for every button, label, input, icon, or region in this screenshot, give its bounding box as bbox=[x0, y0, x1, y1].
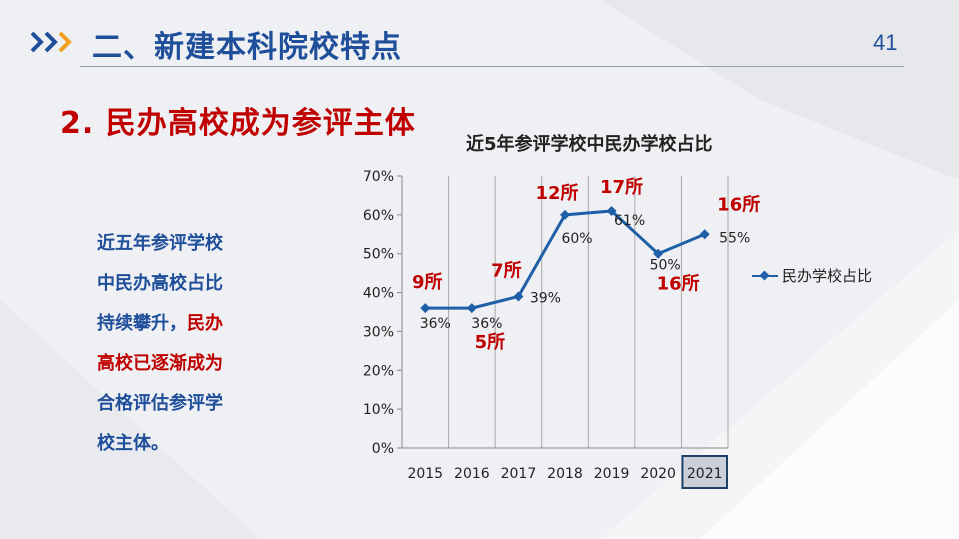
data-label: 55% bbox=[719, 230, 750, 246]
count-label: 7所 bbox=[491, 260, 522, 281]
data-label: 50% bbox=[650, 258, 681, 274]
count-label: 5所 bbox=[475, 332, 506, 353]
data-point bbox=[513, 291, 524, 302]
chevrons-icon bbox=[30, 31, 72, 53]
summary-line: 近五年参评学校 bbox=[97, 233, 223, 254]
count-label: 12所 bbox=[535, 183, 578, 204]
y-tick-label: 40% bbox=[363, 286, 394, 302]
x-tick-label: 2017 bbox=[501, 466, 537, 482]
x-tick-label: 2019 bbox=[594, 466, 630, 482]
x-tick-label: 2020 bbox=[640, 466, 676, 482]
y-tick-label: 0% bbox=[372, 441, 394, 457]
summary-line: 合格评估参评学 bbox=[97, 393, 223, 414]
summary-text-blue: 持续攀升， bbox=[97, 313, 187, 334]
summary-line: 校主体。 bbox=[97, 433, 169, 454]
section-title: 二、新建本科院校特点 bbox=[92, 30, 402, 65]
summary-text-red: 民办 bbox=[187, 313, 223, 334]
y-tick-label: 10% bbox=[363, 402, 394, 418]
count-label: 16所 bbox=[717, 194, 760, 215]
x-tick-label: 2015 bbox=[407, 466, 443, 482]
y-tick-label: 30% bbox=[363, 324, 394, 340]
x-tick-label: 2016 bbox=[454, 466, 490, 482]
summary-text: 近五年参评学校 中民办高校占比 持续攀升，民办 高校已逐渐成为 合格评估参评学 … bbox=[97, 224, 257, 464]
x-tick-label: 2021 bbox=[687, 466, 723, 482]
y-tick-label: 50% bbox=[363, 247, 394, 263]
highlighted-year-box bbox=[681, 455, 729, 489]
y-tick-label: 20% bbox=[363, 363, 394, 379]
data-point bbox=[653, 248, 664, 259]
legend-label: 民办学校占比 bbox=[782, 267, 873, 285]
chart-legend: 民办学校占比 bbox=[752, 265, 872, 286]
header-divider bbox=[80, 66, 904, 67]
data-label: 36% bbox=[420, 316, 451, 332]
x-tick-label: 2018 bbox=[547, 466, 583, 482]
data-point bbox=[560, 209, 570, 220]
y-tick-label: 70% bbox=[363, 169, 394, 185]
data-point bbox=[466, 303, 477, 314]
summary-line: 持续攀升，民办 bbox=[97, 304, 257, 344]
data-point bbox=[699, 229, 710, 240]
data-point bbox=[420, 303, 431, 314]
chart-title: 近5年参评学校中民办学校占比 bbox=[466, 134, 713, 155]
count-label: 16所 bbox=[657, 274, 700, 295]
y-tick-label: 60% bbox=[363, 208, 394, 224]
data-label: 39% bbox=[530, 290, 561, 306]
data-label: 60% bbox=[561, 231, 592, 247]
legend-marker-icon bbox=[752, 270, 778, 282]
data-point bbox=[606, 205, 617, 216]
count-label: 17所 bbox=[600, 177, 643, 198]
summary-line: 高校已逐渐成为 bbox=[97, 353, 223, 374]
page-number: 41 bbox=[873, 30, 898, 55]
data-label: 61% bbox=[614, 213, 645, 229]
slide-subtitle: 2. 民办高校成为参评主体 bbox=[60, 106, 416, 141]
data-label: 36% bbox=[471, 316, 502, 332]
summary-line: 中民办高校占比 bbox=[97, 273, 223, 294]
count-label: 9所 bbox=[412, 272, 443, 293]
